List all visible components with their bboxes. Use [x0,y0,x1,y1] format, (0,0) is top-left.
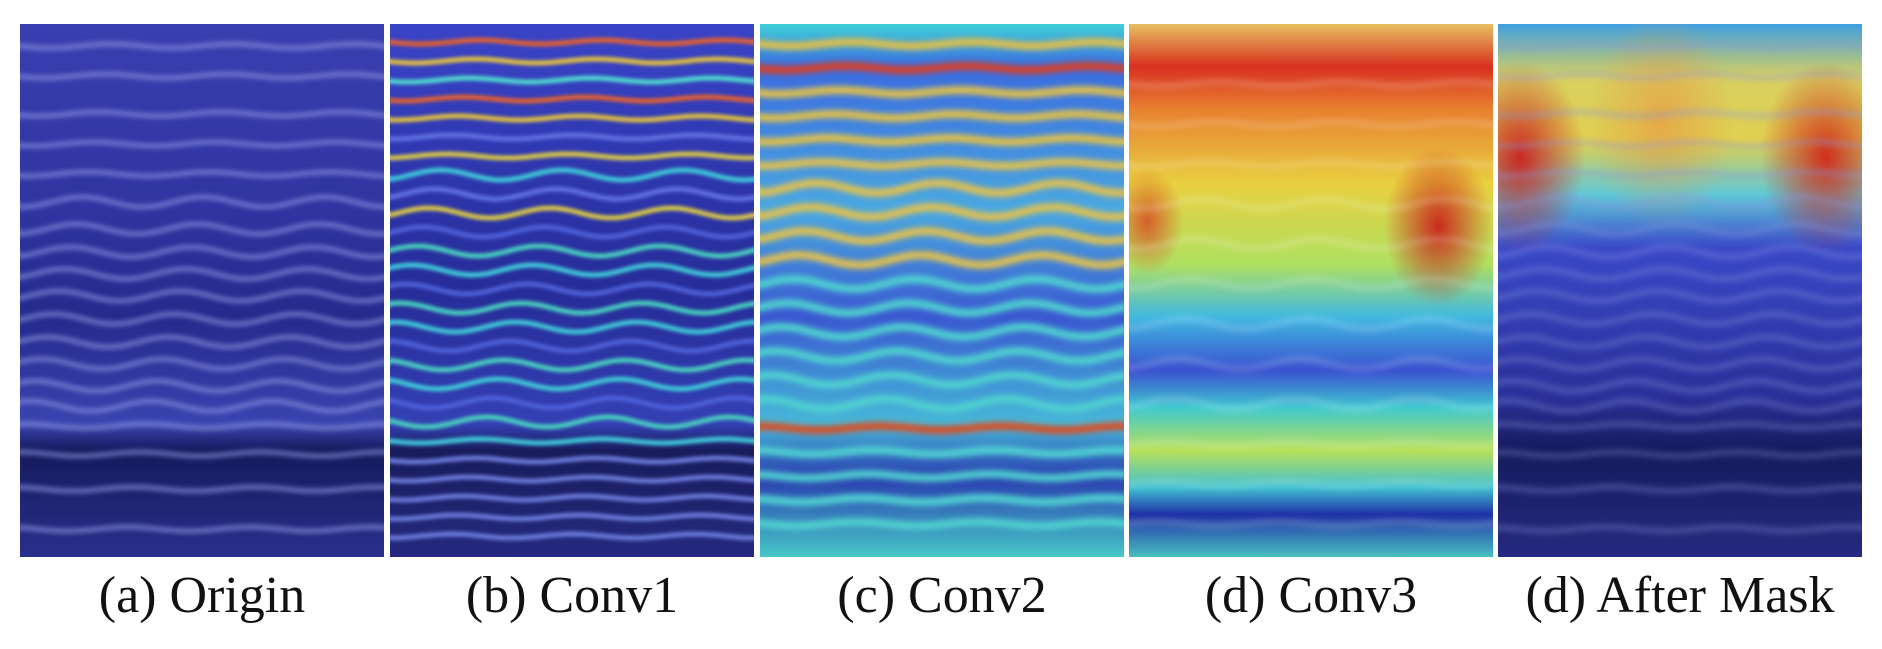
panel-after-mask-image [1498,24,1862,557]
conv1-heatmap [390,24,754,557]
caption-conv3: (d) Conv3 [1204,567,1418,624]
origin-heatmap [20,24,384,557]
caption-after-mask: (d) After Mask [1525,567,1835,624]
panel-origin-image [20,24,384,557]
conv2-heatmap [760,24,1124,557]
caption-conv2: (c) Conv2 [837,567,1047,624]
panel-conv3-image [1129,24,1493,557]
caption-conv1: (b) Conv1 [465,567,679,624]
conv3-heatmap [1129,24,1493,557]
caption-origin: (a) Origin [98,567,306,624]
after-mask-heatmap [1498,24,1862,557]
panel-conv1-image [390,24,754,557]
panel-conv2-image [760,24,1124,557]
